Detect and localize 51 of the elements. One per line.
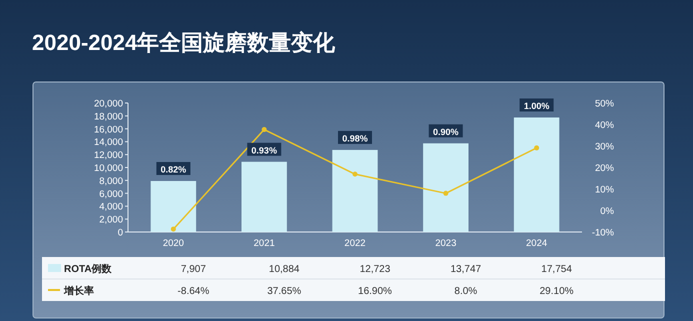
bar bbox=[514, 117, 560, 232]
x-tick-label: 2024 bbox=[526, 238, 548, 249]
chart-title: 2020-2024年全国旋磨数量变化 bbox=[32, 30, 336, 55]
y2-tick-label: 10% bbox=[594, 184, 615, 196]
x-tick-label: 2020 bbox=[162, 238, 184, 249]
annotation: 1.00% bbox=[524, 100, 550, 111]
y-tick-label: 14,000 bbox=[94, 137, 123, 148]
y-tick-label: 2,000 bbox=[99, 214, 123, 226]
bar bbox=[332, 150, 378, 232]
y-tick-label: 12,000 bbox=[94, 150, 123, 162]
y2-tick-label: 40% bbox=[594, 120, 615, 131]
data-label: 29.10% bbox=[540, 286, 574, 297]
point bbox=[262, 127, 267, 132]
annotation: 0.82% bbox=[160, 164, 186, 174]
y-tick-label: 10,000 bbox=[94, 163, 123, 174]
data-label: 16.90% bbox=[358, 286, 392, 297]
annotation: 0.98% bbox=[342, 133, 368, 144]
y2-tick-label: 0% bbox=[600, 206, 615, 217]
annotation: 0.93% bbox=[251, 145, 277, 156]
y2-tick-label: 30% bbox=[594, 142, 615, 152]
legend-label: ROTA例数 bbox=[64, 263, 113, 275]
data-label: 12,723 bbox=[360, 264, 391, 275]
x-tick-label: 2023 bbox=[435, 238, 456, 249]
data-label: 7,907 bbox=[180, 264, 206, 275]
data-label: 10,884 bbox=[268, 264, 300, 275]
data-label: 17,754 bbox=[541, 264, 572, 275]
point bbox=[534, 145, 540, 150]
point bbox=[170, 226, 176, 232]
legend-label: 增长率 bbox=[63, 285, 94, 297]
y2-tick-label: -10% bbox=[592, 228, 615, 238]
data-label: 13,747 bbox=[450, 264, 482, 275]
y-tick-label: 16,000 bbox=[94, 124, 123, 136]
annotation: 0.90% bbox=[433, 126, 459, 137]
x-tick-label: 2021 bbox=[254, 238, 275, 249]
y-tick-label: 0 bbox=[118, 228, 123, 238]
point bbox=[443, 190, 448, 196]
data-label: 37.65% bbox=[267, 286, 302, 297]
y-tick-label: 8,000 bbox=[99, 176, 123, 187]
point bbox=[352, 172, 358, 177]
y2-tick-label: 20% bbox=[594, 163, 615, 174]
y-tick-label: 6,000 bbox=[99, 188, 123, 200]
y-tick-label: 18,000 bbox=[94, 111, 123, 122]
y2-tick-label: 50% bbox=[594, 98, 615, 110]
data-label: -8.64% bbox=[178, 286, 210, 297]
data-label: 8.0% bbox=[454, 286, 478, 297]
bar bbox=[150, 181, 196, 232]
bar bbox=[423, 143, 468, 232]
x-tick-label: 2022 bbox=[344, 238, 366, 249]
bar bbox=[242, 162, 287, 232]
y-tick-label: 20,000 bbox=[94, 98, 123, 110]
y-tick-label: 4,000 bbox=[99, 202, 123, 213]
